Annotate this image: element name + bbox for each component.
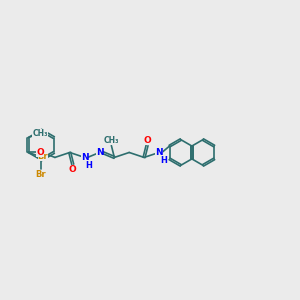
Text: H: H [85, 161, 92, 170]
Text: Br: Br [36, 170, 46, 179]
Text: N: N [81, 153, 88, 162]
Text: N: N [155, 148, 163, 157]
Text: O: O [69, 165, 76, 174]
Text: Br: Br [38, 152, 48, 161]
Text: N: N [96, 148, 103, 157]
Text: CH₃: CH₃ [103, 136, 119, 145]
Text: H: H [160, 156, 167, 165]
Text: O: O [36, 148, 44, 157]
Text: O: O [143, 136, 151, 145]
Text: CH₃: CH₃ [32, 129, 48, 138]
